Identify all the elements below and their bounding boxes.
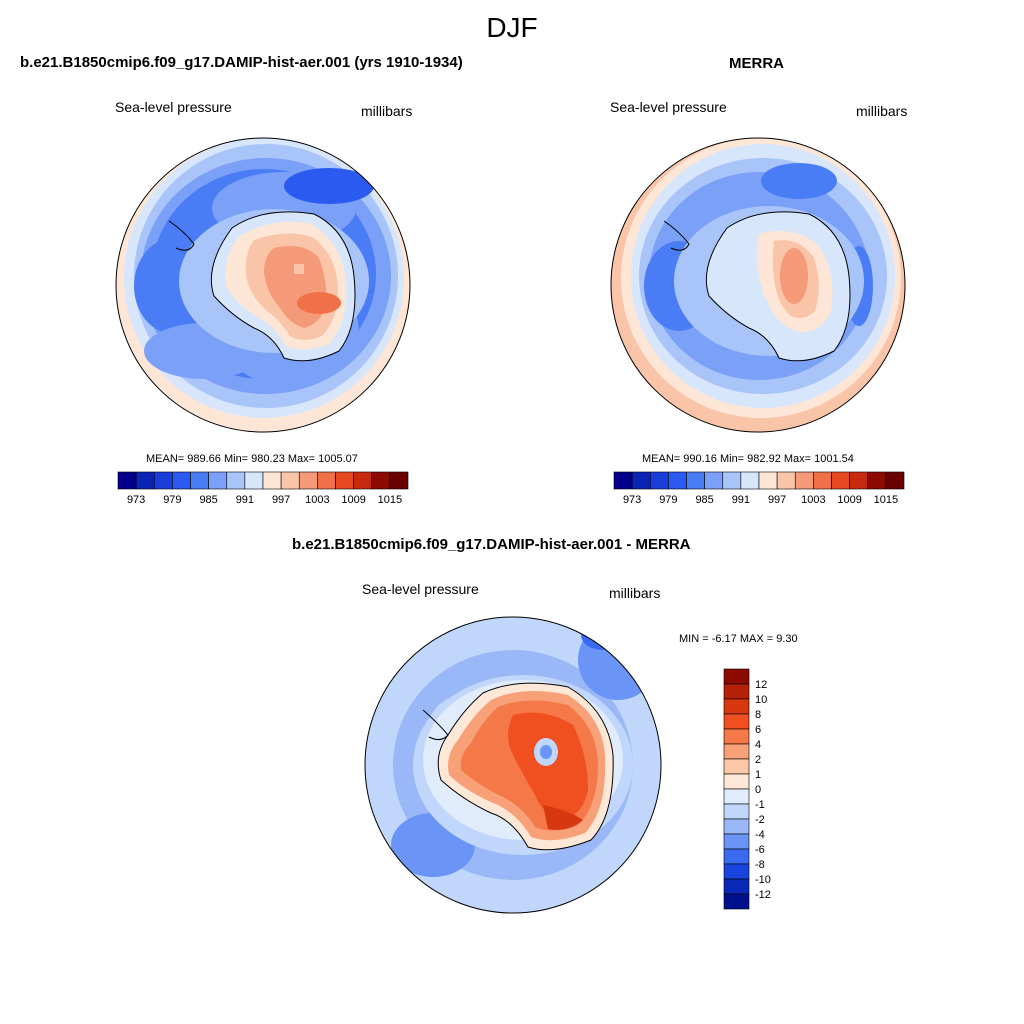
- panel-1-colorbar-swatch: [153, 471, 173, 490]
- panel-2-colorbar-swatch: [758, 471, 778, 490]
- panel-3-colorbar-tick-label: 2: [755, 754, 761, 766]
- panel-1-stats: MEAN= 989.66 Min= 980.23 Max= 1005.07: [146, 453, 358, 465]
- panel-3-colorbar-tick-label: -12: [755, 889, 771, 901]
- panel-2-colorbar-tick-label: 1003: [801, 494, 825, 506]
- panel-1-colorbar-swatch: [335, 471, 354, 490]
- panel-2-colorbar-tick-label: 1015: [874, 494, 898, 506]
- panel-1-colorbar-swatch: [244, 471, 264, 490]
- panel-3-colorbar-swatch: [723, 788, 750, 805]
- panel-3-colorbar-tick-label: 10: [755, 694, 767, 706]
- panel-3-colorbar-swatch: [723, 698, 750, 715]
- panel-3-colorbar-tick-label: 1: [755, 769, 761, 781]
- panel-1-colorbar-swatch: [190, 471, 209, 490]
- panel-2-colorbar-swatch: [776, 471, 796, 490]
- panel-3-colorbar-swatch: [723, 833, 750, 850]
- panel-1-colorbar-tick-label: 985: [199, 494, 217, 506]
- panel-3-colorbar-swatch: [723, 818, 750, 835]
- panel-3-colorbar-tick-label: 12: [755, 679, 767, 691]
- panel-2-colorbar-swatch: [686, 471, 705, 490]
- figure-title: DJF: [486, 12, 538, 43]
- panel-3-colorbar-tick-label: 4: [755, 739, 761, 751]
- panel-1-colorbar-tick-label: 979: [163, 494, 181, 506]
- panel-2-colorbar-tick-label: 997: [768, 494, 786, 506]
- panel-2-colorbar-tick-label: 985: [695, 494, 713, 506]
- panel-3-colorbar-swatch: [723, 848, 750, 865]
- panel-3-colorbar-tick-label: -8: [755, 859, 765, 871]
- panel-2-colorbar-swatch: [704, 471, 724, 490]
- panel-3-colorbar-swatch: [723, 743, 750, 760]
- panel-2-colorbar-swatch: [722, 471, 742, 490]
- panel-3-colorbar-swatch: [723, 683, 750, 700]
- panel-1-colorbar-swatch: [280, 471, 300, 490]
- panel-2-units-label: millibars: [856, 103, 908, 119]
- panel-2-colorbar-swatch: [649, 471, 669, 490]
- panel-1-colorbar-swatch: [262, 471, 282, 490]
- panel-2-colorbar-tick-label: 1009: [837, 494, 861, 506]
- panel-2-colorbar-swatch: [885, 471, 905, 490]
- panel-1-colorbar-swatch: [135, 471, 155, 490]
- panel-1-variable-label: Sea-level pressure: [115, 99, 232, 115]
- panel-3-colorbar-tick-label: 8: [755, 709, 761, 721]
- panel-2-colorbar-swatch: [631, 471, 651, 490]
- panel-2-colorbar-tick-label: 973: [623, 494, 641, 506]
- panel-3-colorbar-swatch: [723, 728, 750, 745]
- panel-3-colorbar-swatch: [723, 803, 750, 820]
- panel-2-colorbar-tick-label: 991: [732, 494, 750, 506]
- panel-2-stats: MEAN= 990.16 Min= 982.92 Max= 1001.54: [642, 453, 854, 465]
- panel-3-colorbar-swatch: [723, 863, 750, 880]
- panel-3-title: b.e21.B1850cmip6.f09_g17.DAMIP-hist-aer.…: [292, 536, 691, 553]
- panel-3-colorbar-tick-label: -2: [755, 814, 765, 826]
- panel-3-units-label: millibars: [609, 585, 661, 601]
- panel-1-colorbar-tick-label: 991: [236, 494, 254, 506]
- panel-1-colorbar-swatch: [298, 471, 318, 490]
- panel-1-units-label: millibars: [361, 103, 413, 119]
- panel-2-colorbar-tick-label: 979: [659, 494, 677, 506]
- panel-3-variable-label: Sea-level pressure: [362, 581, 479, 597]
- panel-3-colorbar-swatch: [723, 893, 750, 910]
- panel-3-colorbar-tick-label: -4: [755, 829, 765, 841]
- panel-3-colorbar-tick-label: -6: [755, 844, 765, 856]
- panel-3-colorbar-swatch: [723, 758, 750, 775]
- panel-1-colorbar-tick-label: 1009: [341, 494, 365, 506]
- panel-2-colorbar-swatch: [831, 471, 850, 490]
- panel-2-variable-label: Sea-level pressure: [610, 99, 727, 115]
- panel-3-colorbar-swatch: [723, 773, 750, 790]
- panel-3-colorbar-swatch: [723, 668, 750, 685]
- panel-3-colorbar-swatch: [723, 713, 750, 730]
- panel-1-colorbar-tick-label: 997: [272, 494, 290, 506]
- panel-3-colorbar-tick-label: 0: [755, 784, 761, 796]
- panel-2-colorbar-swatch: [849, 471, 869, 490]
- panel-1-colorbar-swatch: [208, 471, 228, 490]
- panel-2-colorbar-swatch: [613, 471, 633, 490]
- panel-2-colorbar-swatch: [668, 471, 687, 490]
- panel-2-colorbar-swatch: [740, 471, 760, 490]
- panel-1-colorbar-swatch: [172, 471, 191, 490]
- panel-3-colorbar-swatch: [723, 878, 750, 895]
- panel-2-colorbar-swatch: [794, 471, 814, 490]
- panel-2-colorbar-swatch: [813, 471, 832, 490]
- panel-1-colorbar-swatch: [226, 471, 246, 490]
- panel-1-colorbar-tick-label: 1003: [305, 494, 329, 506]
- panel-1-colorbar-swatch: [371, 471, 391, 490]
- panel-2-polar-map: [610, 137, 906, 433]
- panel-1-colorbar-swatch: [117, 471, 137, 490]
- panel-1-colorbar-swatch: [317, 471, 336, 490]
- panel-3-stats: MIN = -6.17 MAX = 9.30: [679, 633, 798, 645]
- panel-2-title: MERRA: [729, 55, 784, 72]
- panel-1-colorbar: 973 979 985 991 997 1003 1009 1015: [117, 471, 409, 506]
- panel-1-polar-map: [115, 137, 411, 433]
- panel-3-colorbar-tick-label: 6: [755, 724, 761, 736]
- panel-2-colorbar-swatch: [867, 471, 887, 490]
- panel-1-title: b.e21.B1850cmip6.f09_g17.DAMIP-hist-aer.…: [20, 54, 463, 71]
- panel-3-colorbar-tick-label: -10: [755, 874, 771, 886]
- panel-1-colorbar-tick-label: 973: [127, 494, 145, 506]
- panel-2-colorbar: 973 979 985 991 997 1003 1009 1015: [613, 471, 905, 506]
- panel-3-colorbar-tick-label: -1: [755, 799, 765, 811]
- panel-1-colorbar-swatch: [389, 471, 409, 490]
- panel-1-colorbar-tick-label: 1015: [378, 494, 402, 506]
- panel-3-polar-map: [364, 616, 662, 914]
- panel-1-colorbar-swatch: [353, 471, 373, 490]
